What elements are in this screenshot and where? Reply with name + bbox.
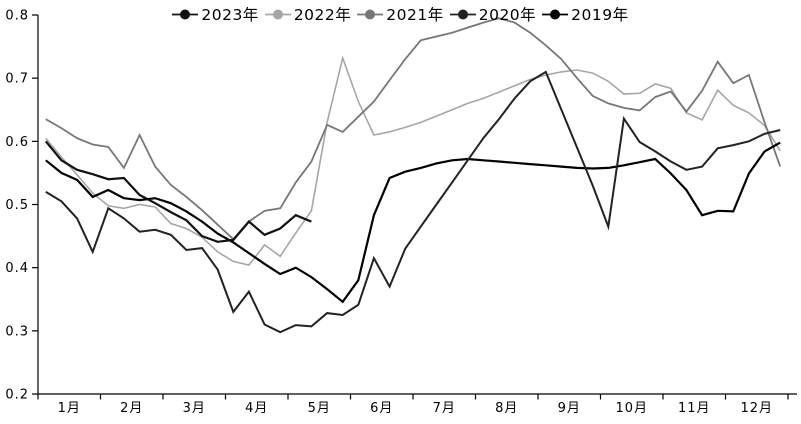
- x-tick-label: 11月: [678, 401, 711, 416]
- series-line-2023年: [44, 140, 312, 243]
- series-line-2022年: [45, 55, 781, 266]
- legend-item-label: 2021年: [386, 6, 444, 24]
- legend-item-label: 2020年: [478, 6, 537, 24]
- legend-item-label: 2019年: [571, 6, 629, 24]
- series-line-2021年: [45, 17, 782, 241]
- legend-item-2019年: 2019年: [542, 3, 628, 25]
- x-tick-label: 9月: [558, 401, 581, 416]
- chart-legend: 2023年 2022年 2021年 2020年 2019年: [0, 3, 801, 25]
- x-tick-label: 8月: [495, 401, 518, 416]
- x-tick-label: 2月: [120, 401, 143, 416]
- y-tick-label: 0.7: [5, 72, 29, 87]
- legend-line-dot-icon: [172, 9, 199, 19]
- legend-line-dot-icon: [542, 9, 569, 19]
- legend-line-dot-icon: [449, 9, 476, 19]
- y-tick-label: 0.4: [5, 261, 29, 276]
- legend-item-2022年: 2022年: [264, 3, 352, 25]
- x-tick-label: 7月: [433, 401, 456, 416]
- legend-item-label: 2022年: [293, 6, 352, 24]
- series-line-2020年: [45, 70, 781, 334]
- legend-item-2023年: 2023年: [172, 3, 258, 25]
- x-tick-label: 6月: [370, 401, 393, 416]
- x-tick-label: 10月: [615, 401, 648, 416]
- legend-item-label: 2023年: [201, 6, 259, 24]
- y-tick-label: 0.6: [5, 135, 29, 150]
- legend-item-2021年: 2021年: [357, 3, 443, 25]
- y-tick-label: 0.3: [5, 324, 29, 339]
- y-tick-label: 0.5: [5, 198, 29, 213]
- series-line-2019年: [45, 141, 781, 304]
- legend-item-2020年: 2020年: [449, 3, 537, 25]
- legend-line-dot-icon: [357, 9, 384, 19]
- x-tick-label: 12月: [740, 401, 773, 416]
- y-tick-label: 0.8: [5, 9, 29, 24]
- x-tick-label: 4月: [245, 401, 268, 416]
- legend-line-dot-icon: [264, 9, 291, 19]
- y-tick-label: 0.2: [5, 388, 29, 403]
- x-tick-label: 5月: [308, 401, 331, 416]
- x-tick-label: 1月: [58, 401, 81, 416]
- x-tick-label: 3月: [183, 401, 206, 416]
